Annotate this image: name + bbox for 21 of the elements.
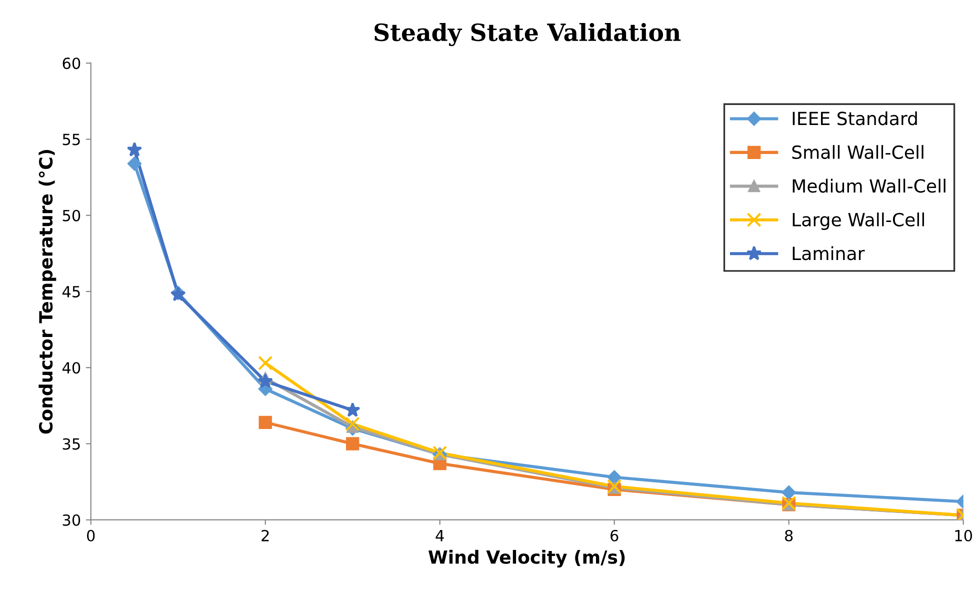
- x-axis-title: Wind Velocity (m/s): [428, 550, 625, 568]
- y-tick-label: 55: [62, 134, 80, 146]
- x-tick-label: 8: [785, 530, 793, 542]
- x-tick-label: 4: [436, 530, 444, 542]
- x-tick-label: 10: [955, 530, 972, 542]
- legend-label: Small Wall-Cell: [792, 145, 924, 160]
- x-tick-label: 2: [262, 530, 269, 542]
- y-tick-label: 40: [62, 362, 80, 374]
- chart-title: Steady State Validation: [374, 22, 681, 46]
- legend-label: Large Wall-Cell: [792, 212, 924, 230]
- x-tick-label: 6: [610, 530, 618, 542]
- y-tick-label: 30: [62, 514, 80, 526]
- x-tick-label: 0: [87, 530, 95, 542]
- legend-label: Laminar: [792, 246, 865, 260]
- y-tick-label: 50: [62, 210, 80, 222]
- y-tick-label: 45: [62, 286, 80, 298]
- y-tick-label: 35: [62, 438, 80, 450]
- legend-label: Medium Wall-Cell: [792, 178, 946, 193]
- legend-label: IEEE Standard: [792, 111, 917, 126]
- y-axis-title: Conductor Temperature (°C): [38, 150, 56, 434]
- y-tick-label: 60: [62, 58, 80, 70]
